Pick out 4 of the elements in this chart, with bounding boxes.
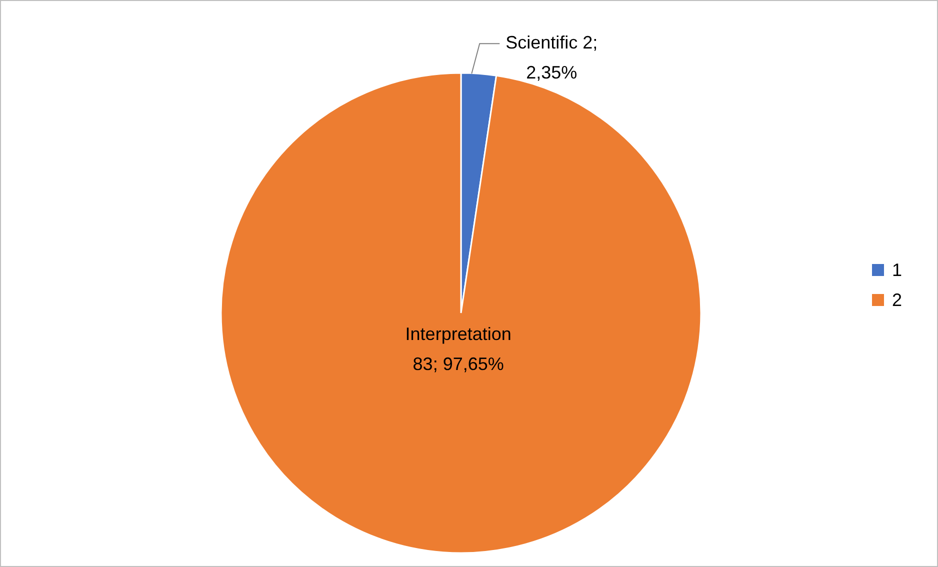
data-label: Interpretation 83; 97,65% xyxy=(405,324,512,374)
legend-label: 2 xyxy=(892,290,902,310)
legend-label: 1 xyxy=(892,260,902,280)
data-label: Scientific 2; 2,35% xyxy=(506,32,598,83)
